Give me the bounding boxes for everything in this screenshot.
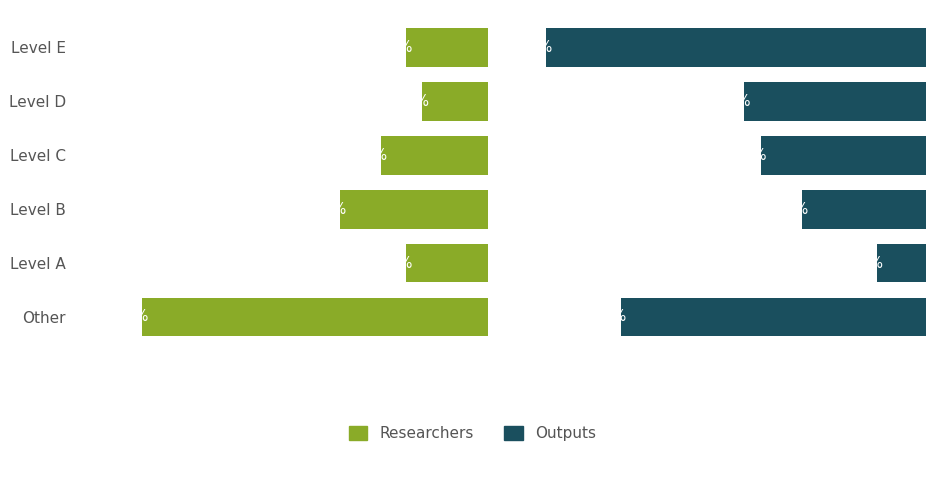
Bar — [760, 136, 925, 175]
Bar — [546, 28, 925, 67]
Text: 20%: 20% — [734, 148, 767, 163]
Bar — [406, 244, 488, 282]
Text: 10%: 10% — [379, 40, 413, 55]
Bar — [406, 28, 488, 67]
Bar — [620, 297, 925, 336]
Bar — [142, 297, 488, 336]
Text: 18%: 18% — [313, 202, 346, 217]
Text: 22%: 22% — [717, 94, 750, 109]
Text: 13%: 13% — [355, 148, 387, 163]
Bar — [340, 190, 488, 229]
Text: 10%: 10% — [379, 255, 413, 270]
Bar — [422, 82, 488, 121]
Text: 37%: 37% — [595, 309, 627, 324]
Bar — [744, 82, 925, 121]
Text: 8%: 8% — [406, 94, 429, 109]
Text: 15%: 15% — [776, 202, 808, 217]
Text: 6%: 6% — [859, 255, 883, 270]
Legend: Researchers, Outputs: Researchers, Outputs — [348, 426, 596, 442]
Text: 46%: 46% — [520, 40, 552, 55]
Bar — [876, 244, 925, 282]
Text: 42%: 42% — [116, 309, 148, 324]
Bar — [801, 190, 925, 229]
Bar — [380, 136, 488, 175]
